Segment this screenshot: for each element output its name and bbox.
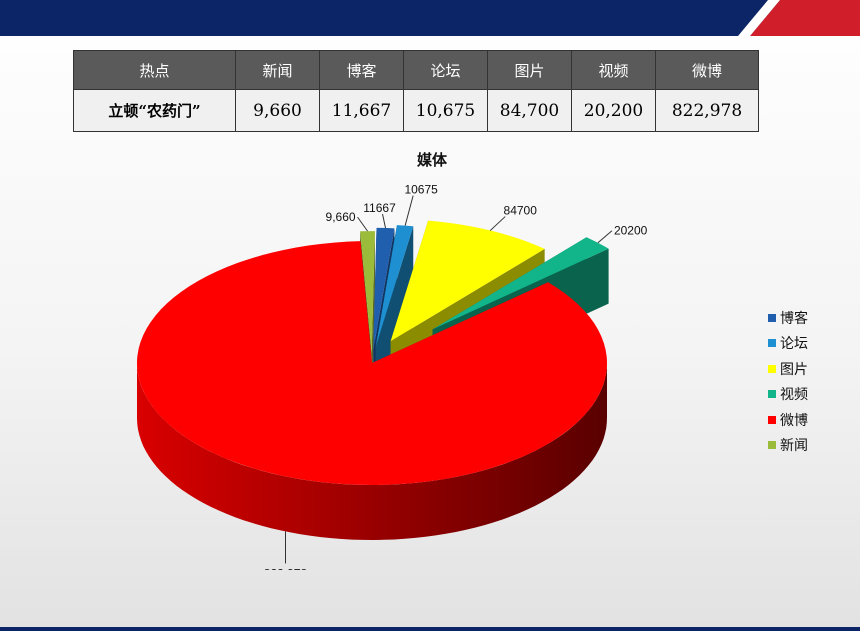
leader-line-forum — [404, 195, 414, 226]
data-label-forum: 10675 — [404, 183, 438, 197]
legend-item-image: 图片 — [768, 356, 808, 382]
value-cell-blog: 11,667 — [319, 89, 404, 132]
legend-item-forum: 论坛 — [768, 331, 808, 357]
legend-label: 视频 — [780, 387, 808, 404]
legend-swatch — [768, 415, 776, 424]
leader-line-blog — [382, 213, 387, 229]
legend-swatch — [768, 364, 776, 373]
header-accent — [738, 0, 860, 36]
legend-swatch — [768, 313, 776, 322]
leader-line-image — [489, 216, 506, 231]
value-cell-forum: 10,675 — [403, 89, 488, 132]
header-cell-image: 图片 — [487, 50, 572, 90]
legend-item-blog: 博客 — [768, 305, 808, 331]
value-cell-weibo: 822,978 — [655, 89, 759, 132]
legend-swatch — [768, 441, 776, 450]
header-cell-weibo: 微博 — [655, 50, 759, 90]
legend-label: 新闻 — [780, 438, 808, 455]
data-label-news: 9,660 — [326, 210, 356, 224]
leader-line-news — [357, 216, 368, 232]
value-cell-video: 20,200 — [571, 89, 656, 132]
header-cell-video: 视频 — [571, 50, 656, 90]
legend-item-video: 视频 — [768, 382, 808, 408]
stats-table: 热点 新闻 博客 论坛 图片 视频 微博 立顿“农药门” 9,660 11,66… — [73, 50, 759, 132]
legend-item-news: 新闻 — [768, 433, 808, 459]
chart-title: 媒体 — [417, 151, 448, 169]
pie-chart: 媒体 9,660 11667 10675 84700 20200 822,978 — [137, 151, 648, 570]
pie-slice-news — [360, 231, 375, 354]
table-header-row: 热点 新闻 博客 论坛 图片 视频 微博 — [73, 50, 759, 90]
data-label-image: 84700 — [504, 204, 538, 218]
value-cell-news: 9,660 — [235, 89, 320, 132]
legend-label: 博客 — [780, 310, 808, 327]
data-label-blog: 11667 — [363, 201, 396, 215]
header-cell-blog: 博客 — [319, 50, 404, 90]
pie-slice-forum — [375, 225, 414, 347]
legend-swatch — [768, 339, 776, 348]
legend-label: 图片 — [780, 361, 808, 378]
header-bar — [0, 0, 860, 36]
data-label-weibo: 822,978 — [264, 566, 308, 570]
pie-slice-weibo — [137, 241, 608, 485]
pie-wall — [137, 362, 607, 540]
table-row: 立顿“农药门” 9,660 11,667 10,675 84,700 20,20… — [73, 89, 759, 132]
legend-item-weibo: 微博 — [768, 407, 808, 433]
header-cell-news: 新闻 — [235, 50, 320, 90]
chart-legend: 博客论坛图片视频微博新闻 — [768, 305, 808, 458]
legend-label: 微博 — [780, 412, 808, 429]
leader-line-video — [597, 230, 613, 244]
header-cell-forum: 论坛 — [403, 50, 488, 90]
legend-label: 论坛 — [780, 336, 808, 353]
pie-slice-blog — [373, 227, 395, 350]
pie-slice-image — [390, 220, 545, 342]
value-cell-image: 84,700 — [487, 89, 572, 132]
data-label-video: 20200 — [614, 224, 648, 238]
legend-swatch — [768, 390, 776, 399]
row-label: 立顿“农药门” — [73, 89, 236, 132]
header-cell-topic: 热点 — [73, 50, 236, 90]
footer-line — [0, 627, 860, 631]
pie-slice-video — [432, 237, 609, 330]
